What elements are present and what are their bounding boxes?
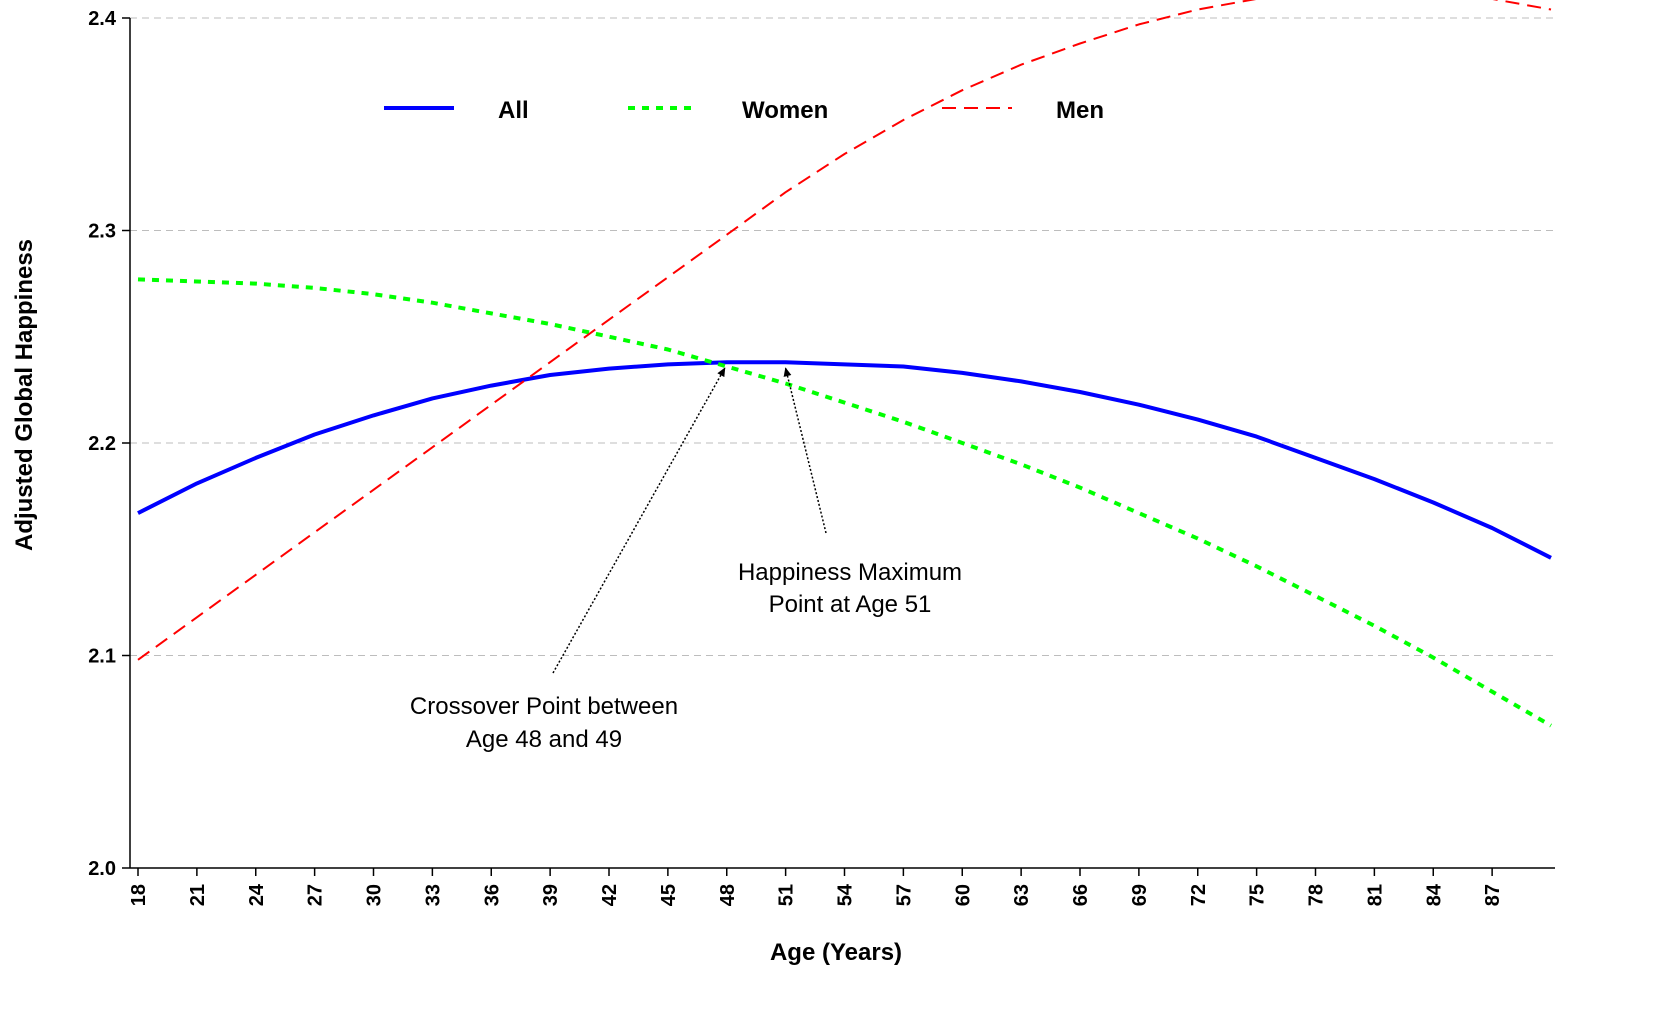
annotation-arrow-maximum [783,367,827,534]
y-tick-label-3: 2.3 [88,221,116,243]
legend-label-all: All [498,97,529,124]
series-line-all [137,360,1552,560]
x-tick-label-14: 60 [952,884,974,906]
x-tick-label-17: 69 [1129,884,1151,906]
x-tick-label-11: 51 [776,884,798,906]
x-tick-label-9: 45 [658,884,680,906]
x-tick-label-15: 63 [1011,884,1033,906]
annotation-crossover-line1: Crossover Point between [410,693,678,720]
x-tick-label-6: 36 [481,884,503,906]
x-tick-label-4: 30 [364,884,386,906]
annotation-maximum-line1: Happiness Maximum [738,559,962,586]
x-tick-label-0: 18 [128,884,150,906]
x-tick-label-21: 81 [1364,884,1386,906]
x-tick-label-18: 72 [1188,884,1210,906]
x-tick-label-16: 66 [1070,884,1092,906]
legend: All Women Men [384,97,1104,124]
annotation-crossover-line2: Age 48 and 49 [466,726,622,753]
x-tick-label-8: 42 [599,884,621,906]
y-ticks: 2.0 2.1 2.2 2.3 2.4 [88,8,130,880]
x-tick-label-10: 48 [717,884,739,906]
x-tick-label-3: 27 [305,884,327,906]
legend-label-women: Women [742,97,828,124]
annotation-maximum-line2: Point at Age 51 [769,591,932,618]
series-line-men [137,0,1552,661]
series-group [137,0,1552,728]
annotations: Happiness Maximum Point at Age 51 Crosso… [410,367,962,753]
x-axis-title: Age (Years) [770,939,902,966]
series-line-women [137,277,1552,728]
y-axis-title: Adjusted Global Happiness [11,239,38,551]
x-tick-label-20: 78 [1306,884,1328,906]
y-tick-label-2: 2.2 [88,433,116,455]
y-tick-label-1: 2.1 [88,646,116,668]
x-tick-label-7: 39 [540,884,562,906]
x-ticks: 18 21 24 27 30 33 36 39 42 45 48 51 54 57 60 63 66 69 72 75… [128,868,1504,906]
x-tick-label-23: 87 [1482,884,1504,906]
annotation-arrow-crossover [552,367,726,674]
legend-label-men: Men [1056,97,1104,124]
x-tick-label-1: 21 [187,884,209,906]
x-tick-label-12: 54 [835,883,857,906]
y-gridlines [130,17,1555,656]
x-tick-label-5: 33 [422,884,444,906]
x-tick-label-2: 24 [246,883,268,906]
y-tick-label-4: 2.4 [88,8,117,30]
x-tick-label-19: 75 [1247,884,1269,906]
x-tick-label-13: 57 [893,884,915,906]
x-tick-label-22: 84 [1423,883,1445,906]
y-tick-label-0: 2.0 [88,858,116,880]
